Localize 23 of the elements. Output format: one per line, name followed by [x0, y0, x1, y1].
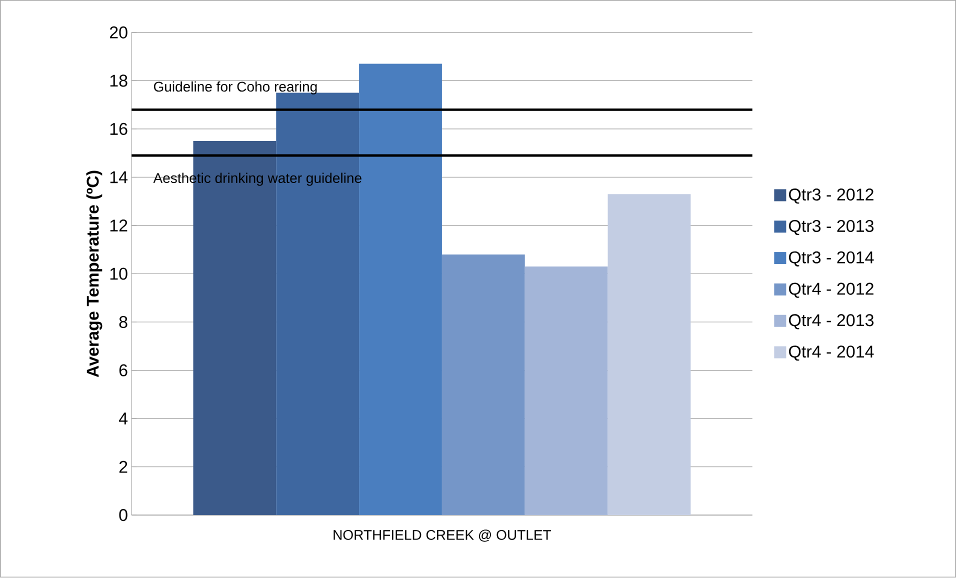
y-tick-label: 6	[119, 364, 128, 377]
legend-label: Qtr4 - 2013	[788, 314, 874, 330]
y-tick-label: 18	[110, 74, 128, 87]
y-tick-label: 2	[119, 461, 128, 473]
bar	[608, 194, 691, 516]
legend-label: Qtr3 - 2013	[788, 220, 874, 236]
y-axis-title: Average Temperature (ºC)	[86, 171, 102, 378]
legend-label: Qtr4 - 2012	[788, 282, 874, 298]
y-tick-label: 16	[110, 123, 128, 136]
y-tick-label: 0	[119, 509, 128, 522]
y-tick-label: 14	[110, 172, 128, 184]
y-tick-label: 10	[110, 268, 128, 280]
y-tick-label: 8	[119, 316, 128, 328]
bar	[524, 266, 608, 516]
bar	[442, 254, 525, 516]
y-tick-label: 12	[110, 220, 128, 232]
y-tick-label: 20	[110, 26, 128, 39]
ref-line-label: Guideline for Coho rearing	[154, 82, 317, 95]
y-tick-label: 4	[118, 412, 128, 425]
x-tick-label: NORTHFIELD CREEK @ OUTLET	[334, 530, 552, 542]
legend-label: Qtr4 - 2014	[788, 346, 874, 361]
legend-label: Qtr3 - 2012	[788, 188, 874, 204]
legend-label: Qtr3 - 2014	[788, 252, 874, 267]
